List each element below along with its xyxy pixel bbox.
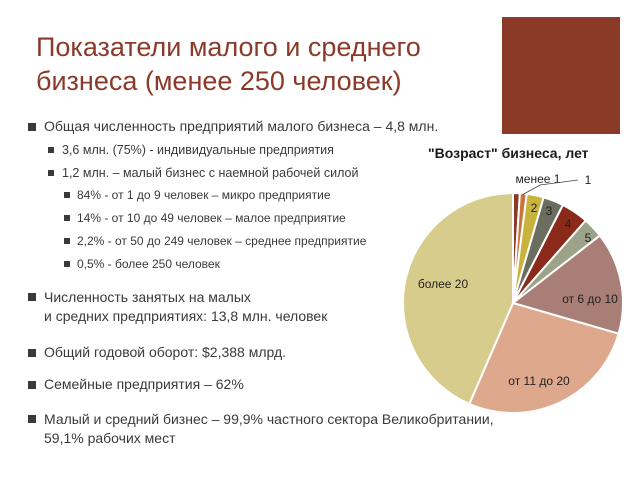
decorative-corner-block: [502, 17, 620, 134]
bullet-text: Общая численность предприятий малого биз…: [44, 118, 439, 134]
bullet-text-line2: 59,1% рабочих мест: [44, 430, 176, 446]
pie-label-5: 4: [565, 217, 572, 231]
pie-label-1: менее 1: [516, 172, 561, 186]
pie-label-4: 3: [546, 204, 553, 218]
pie-slices: [402, 191, 624, 414]
square-bullet-icon: [64, 238, 70, 244]
square-bullet-icon: [28, 349, 36, 357]
bullet-medium-enterprise: 2,2% - от 50 до 249 человек – среднее пр…: [64, 234, 367, 248]
chart-title: "Возраст" бизнеса, лет: [428, 145, 589, 161]
square-bullet-icon: [28, 415, 36, 423]
square-bullet-icon: [48, 170, 54, 176]
bullet-text-line1: Численность занятых на малых: [44, 289, 251, 305]
bullet-text: 14% - от 10 до 49 человек – малое предпр…: [77, 211, 346, 225]
square-bullet-icon: [28, 381, 36, 389]
bullet-text: 84% - от 1 до 9 человек – микро предприя…: [77, 188, 331, 202]
bullet-small-enterprise: 14% - от 10 до 49 человек – малое предпр…: [64, 211, 346, 225]
pie-labels: менее 1 1 2 345 от 6 до 10 от 11 до 20 более 2…: [418, 172, 618, 388]
bullet-employment: Численность занятых на малых и средних п…: [28, 288, 328, 326]
slide-title: Показатели малого и среднего бизнеса (ме…: [36, 30, 476, 98]
pie-label-3: 2: [531, 201, 538, 215]
bullet-family-enterprises: Семейные предприятия – 62%: [28, 376, 244, 392]
slide-title-line1: Показатели малого и среднего: [36, 32, 421, 62]
pie-slice-7: [510, 234, 624, 335]
square-bullet-icon: [64, 261, 70, 267]
pie-slice-9: [402, 191, 514, 406]
bullet-enterprise-count: Общая численность предприятий малого биз…: [28, 118, 439, 134]
bullet-text-line1: Малый и средний бизнес – 99,9% частного …: [44, 411, 494, 427]
square-bullet-icon: [64, 192, 70, 198]
bullet-hired-labor-business: 1,2 млн. – малый бизнес с наемной рабоче…: [48, 166, 359, 180]
square-bullet-icon: [28, 293, 36, 301]
bullet-text: Семейные предприятия – 62%: [44, 376, 244, 392]
pie-label-8: от 11 до 20: [508, 374, 570, 388]
pie-leader-line: [521, 179, 579, 196]
bullet-text: 2,2% - от 50 до 249 человек – среднее пр…: [77, 234, 367, 248]
bullet-text-line2: и средних предприятиях: 13,8 млн. челове…: [44, 308, 328, 324]
bullet-text: 1,2 млн. – малый бизнес с наемной рабоче…: [62, 166, 359, 180]
pie-label-2: 1: [585, 173, 592, 187]
bullet-sme-share: Малый и средний бизнес – 99,9% частного …: [28, 410, 494, 448]
pie-label-6: 5: [585, 231, 592, 245]
slide-title-line2: бизнеса (менее 250 человек): [36, 66, 402, 96]
bullet-text: 3,6 млн. (75%) - индивидуальные предприя…: [62, 143, 334, 157]
pie-label-7: от 6 до 10: [562, 292, 618, 306]
square-bullet-icon: [48, 147, 54, 153]
square-bullet-icon: [28, 123, 36, 131]
pie-label-9: более 20: [418, 277, 469, 291]
bullet-text: Общий годовой оборот: $2,388 млрд.: [44, 344, 287, 360]
bullet-annual-turnover: Общий годовой оборот: $2,388 млрд.: [28, 344, 287, 360]
pie-slice-8: [467, 301, 620, 414]
bullet-large-enterprise: 0,5% - более 250 человек: [64, 257, 220, 271]
bullet-text: 0,5% - более 250 человек: [77, 257, 220, 271]
bullet-individual-enterprises: 3,6 млн. (75%) - индивидуальные предприя…: [48, 143, 334, 157]
bullet-micro-enterprise: 84% - от 1 до 9 человек – микро предприя…: [64, 188, 331, 202]
square-bullet-icon: [64, 215, 70, 221]
